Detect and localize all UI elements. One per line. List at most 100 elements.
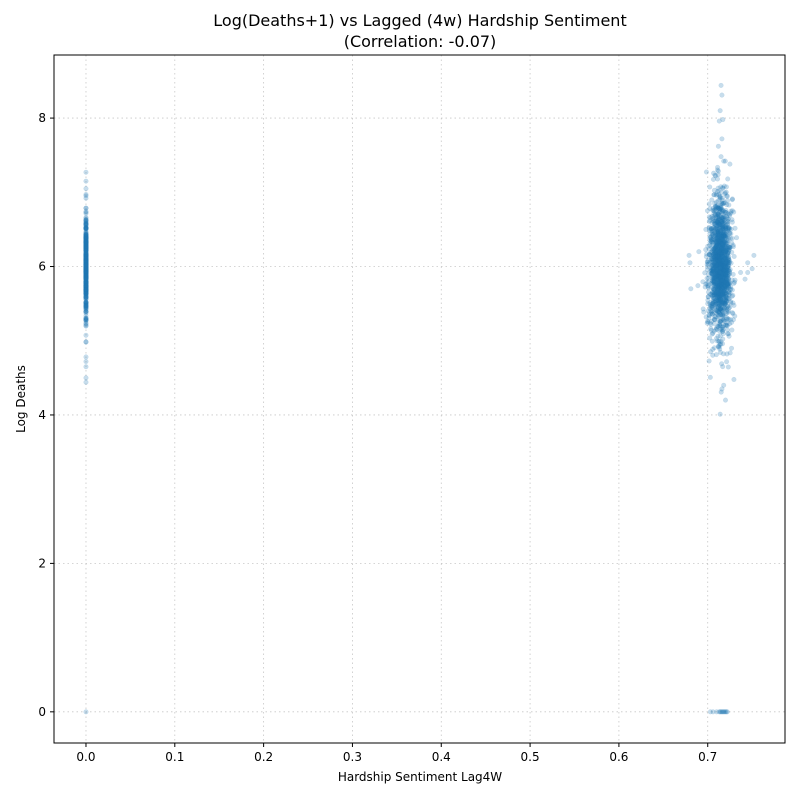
scatter-point: [83, 290, 89, 296]
scatter-point: [717, 248, 723, 254]
scatter-point: [83, 222, 89, 228]
scatter-point: [719, 262, 725, 268]
scatter-point: [720, 245, 726, 251]
scatter-point: [745, 269, 751, 276]
scatter-point: [725, 176, 731, 182]
scatter-point: [707, 374, 713, 380]
scatter-point: [714, 230, 720, 236]
scatter-point: [715, 309, 721, 315]
scatter-point: [716, 293, 722, 299]
scatter-point: [721, 224, 727, 230]
scatter-point: [83, 268, 89, 274]
scatter-point: [722, 278, 728, 284]
scatter-point: [720, 253, 726, 259]
scatter-point: [83, 241, 89, 247]
scatter-point: [722, 229, 728, 235]
scatter-point: [722, 397, 729, 403]
scatter-point: [714, 303, 720, 309]
scatter-point: [719, 245, 725, 251]
scatter-point: [721, 233, 727, 239]
scatter-point: [83, 267, 89, 273]
scatter-point: [715, 268, 722, 274]
scatter-point: [83, 262, 89, 268]
scatter-point: [728, 260, 734, 266]
scatter-point: [718, 270, 724, 276]
y-tick-label: 0: [38, 705, 46, 719]
scatter-point: [83, 261, 89, 267]
scatter-point: [83, 270, 89, 277]
scatter-point: [705, 297, 711, 303]
scatter-point: [712, 317, 718, 323]
scatter-point: [719, 287, 725, 293]
scatter-point: [83, 240, 89, 246]
scatter-point: [727, 212, 733, 218]
scatter-point: [711, 170, 717, 176]
scatter-point: [717, 260, 723, 266]
scatter-point: [715, 254, 722, 260]
scatter-point: [726, 259, 732, 265]
scatter-point: [714, 268, 720, 274]
scatter-point: [706, 214, 712, 220]
scatter-point: [709, 228, 715, 234]
scatter-point: [724, 280, 730, 286]
scatter-point: [705, 301, 711, 307]
scatter-point: [711, 267, 718, 273]
scatter-point: [715, 333, 721, 339]
scatter-point: [725, 260, 731, 266]
scatter-point: [724, 351, 730, 357]
scatter-point: [724, 197, 731, 204]
scatter-point: [718, 262, 724, 268]
scatter-point: [714, 228, 720, 234]
scatter-point: [720, 282, 726, 288]
scatter-point: [714, 167, 721, 173]
scatter-point: [717, 269, 724, 275]
scatter-point: [709, 301, 715, 307]
scatter-point: [713, 325, 719, 331]
scatter-point: [718, 709, 724, 715]
scatter-point: [709, 311, 715, 317]
scatter-point: [717, 193, 723, 199]
scatter-point: [83, 280, 89, 286]
scatter-point: [83, 272, 89, 278]
scatter-point: [718, 248, 724, 254]
scatter-point: [717, 265, 723, 271]
scatter-point: [711, 234, 717, 240]
scatter-point: [83, 265, 89, 271]
scatter-point: [718, 270, 724, 276]
scatter-point: [717, 195, 723, 201]
scatter-point: [83, 275, 89, 281]
scatter-point: [714, 235, 720, 241]
scatter-point: [713, 238, 719, 245]
scatter-point: [712, 281, 718, 287]
scatter-point: [711, 292, 717, 298]
scatter-point: [83, 259, 89, 265]
plot-area-frame: [53, 54, 786, 744]
scatter-point: [83, 272, 89, 279]
scatter-point: [712, 298, 718, 304]
scatter-point: [83, 288, 89, 295]
scatter-point: [83, 274, 89, 280]
scatter-point: [719, 277, 725, 284]
scatter-point: [724, 295, 730, 301]
scatter-point: [721, 158, 727, 164]
scatter-point: [722, 272, 728, 278]
scatter-point: [83, 255, 89, 261]
scatter-point: [727, 226, 733, 232]
scatter-point: [718, 257, 724, 263]
scatter-point: [715, 258, 721, 264]
scatter-point: [83, 273, 89, 279]
scatter-point: [712, 245, 718, 251]
scatter-point: [713, 203, 719, 209]
scatter-point: [83, 258, 89, 264]
scatter-point: [83, 267, 89, 273]
scatter-point: [719, 304, 725, 311]
scatter-point: [715, 198, 721, 204]
scatter-point: [718, 293, 724, 299]
scatter-point: [83, 267, 89, 273]
scatter-point: [718, 298, 724, 304]
scatter-point: [710, 256, 716, 262]
scatter-point: [716, 285, 723, 291]
scatter-point: [83, 169, 89, 175]
scatter-point: [707, 259, 713, 265]
